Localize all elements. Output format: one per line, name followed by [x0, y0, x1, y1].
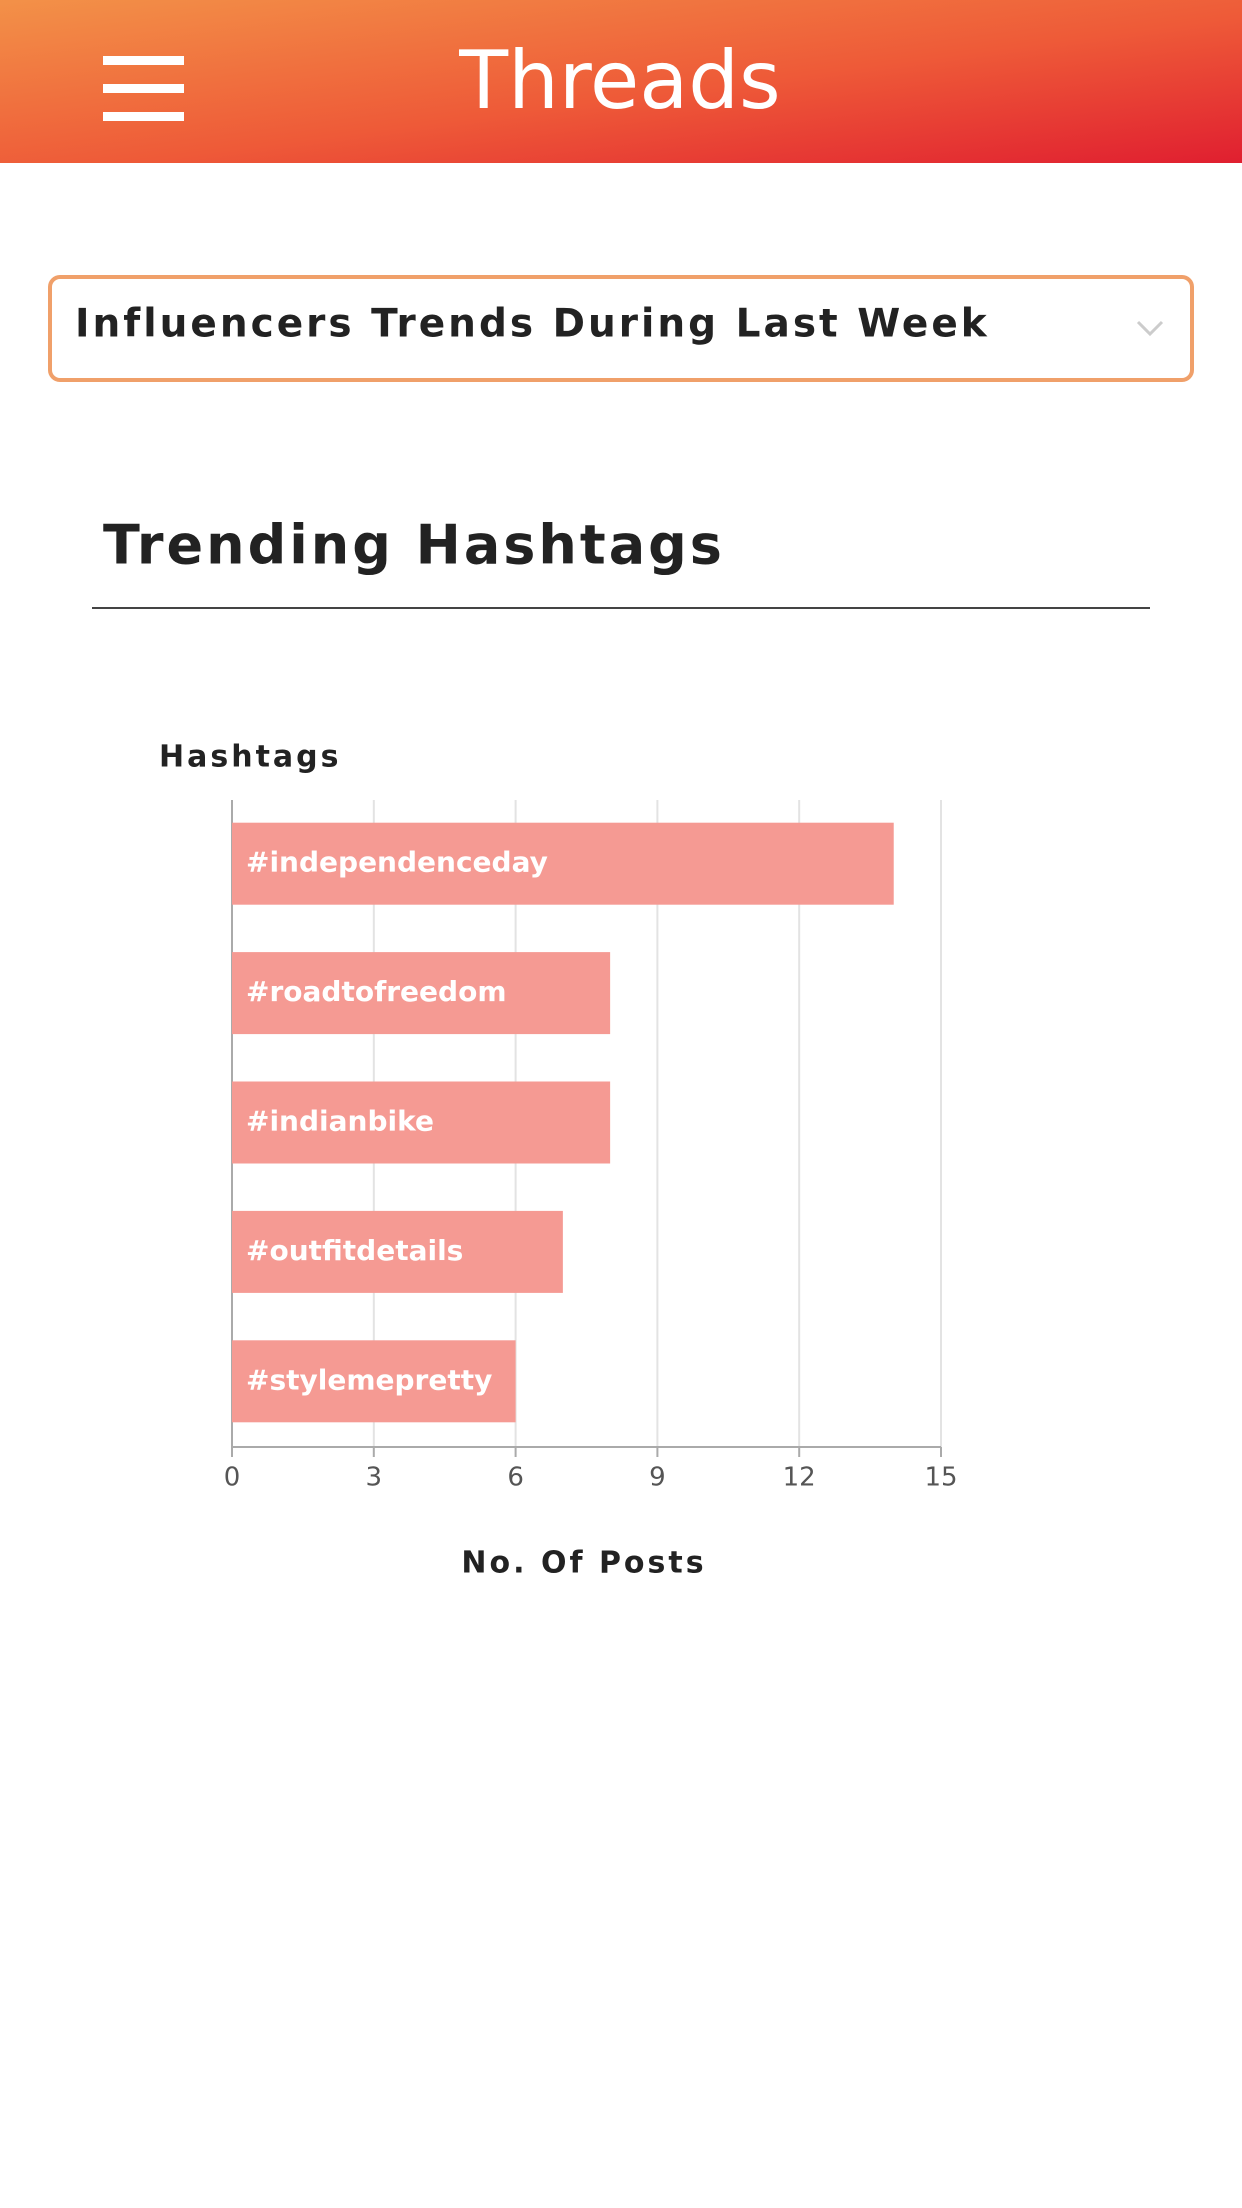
menu-line: [103, 56, 184, 65]
x-tick-label: 0: [224, 1463, 241, 1493]
x-tick-label: 9: [649, 1463, 666, 1493]
section-title: Trending Hashtags: [103, 514, 725, 577]
bar: [232, 1081, 611, 1164]
menu-button[interactable]: [103, 56, 184, 121]
y-axis-label: Hashtags: [159, 740, 341, 775]
x-tick-label: 12: [783, 1463, 816, 1493]
x-tick-label: 6: [507, 1463, 524, 1493]
app-logo: Threads: [458, 34, 780, 127]
x-tick-label: 3: [366, 1463, 383, 1493]
bar-label: #stylemepretty: [246, 1363, 492, 1396]
bar: [232, 952, 611, 1035]
menu-line: [103, 112, 184, 121]
bar: [232, 1340, 516, 1423]
bar-label: #independenceday: [246, 846, 548, 879]
bar: [232, 1210, 563, 1293]
dropdown[interactable]: [48, 275, 1194, 382]
bar-label: #outfitdetails: [246, 1234, 463, 1267]
x-tick-label: 15: [924, 1463, 957, 1493]
header-bar: [0, 0, 1242, 163]
dropdown-label: Influencers Trends During Last Week: [75, 302, 990, 347]
bar-label: #indianbike: [246, 1105, 434, 1138]
x-axis-label: No. Of Posts: [461, 1546, 706, 1581]
menu-line: [103, 84, 184, 93]
bar-label: #roadtofreedom: [246, 975, 507, 1008]
bar: [232, 822, 894, 905]
dropdown-chevron: [1136, 320, 1164, 337]
